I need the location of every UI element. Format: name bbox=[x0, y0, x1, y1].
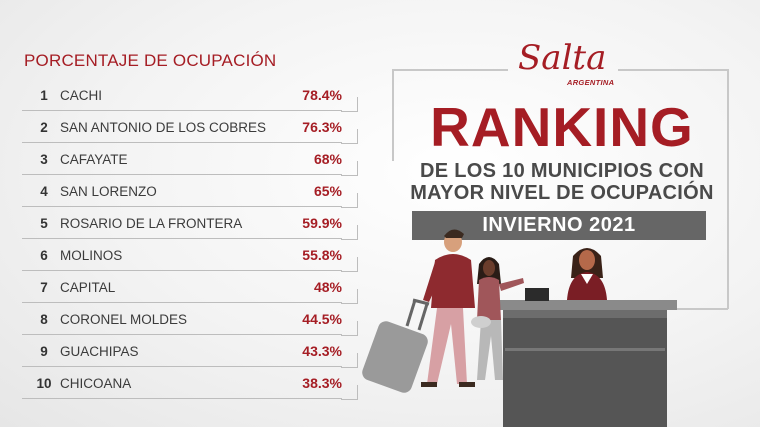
rank-number: 8 bbox=[40, 312, 48, 327]
table-row: 4 SAN LORENZO 65% bbox=[22, 180, 358, 208]
frame-top-left bbox=[392, 69, 508, 71]
rank-number: 7 bbox=[40, 280, 48, 295]
table-row: 9 GUACHIPAS 43.3% bbox=[22, 340, 358, 368]
municipality-name: CACHI bbox=[60, 88, 103, 103]
occupancy-value: 55.8% bbox=[302, 247, 342, 263]
woman-traveler bbox=[471, 257, 524, 380]
computer bbox=[525, 288, 549, 301]
occupancy-value: 78.4% bbox=[302, 87, 342, 103]
table-header: PORCENTAJE DE OCUPACIÓN bbox=[24, 51, 277, 70]
frame-left bbox=[392, 69, 394, 161]
occupancy-value: 76.3% bbox=[302, 119, 342, 135]
rank-number: 3 bbox=[40, 152, 48, 167]
occupancy-value: 44.5% bbox=[302, 311, 342, 327]
table-row: 5 ROSARIO DE LA FRONTERA 59.9% bbox=[22, 212, 358, 240]
municipality-name: CORONEL MOLDES bbox=[60, 312, 188, 327]
table-row: 8 CORONEL MOLDES 44.5% bbox=[22, 308, 358, 336]
rank-number: 1 bbox=[40, 88, 48, 103]
municipality-name: GUACHIPAS bbox=[60, 344, 139, 359]
rank-number: 10 bbox=[36, 376, 52, 391]
receptionist bbox=[567, 248, 607, 300]
man-traveler bbox=[421, 229, 475, 387]
table-row: 2 SAN ANTONIO DE LOS COBRES 76.3% bbox=[22, 116, 358, 144]
frame-top-right bbox=[618, 69, 728, 71]
counter-body bbox=[503, 310, 667, 427]
occupancy-value: 59.9% bbox=[302, 215, 342, 231]
occupancy-value: 43.3% bbox=[302, 343, 342, 359]
salta-logo: Salta ARGENTINA bbox=[512, 36, 615, 90]
rank-number: 2 bbox=[40, 120, 48, 135]
logo-subtitle: ARGENTINA bbox=[567, 78, 615, 87]
occupancy-value: 65% bbox=[313, 183, 342, 199]
frame-bottom-right bbox=[676, 308, 728, 310]
title-main: RANKING bbox=[430, 96, 694, 158]
table-row: 10 CHICOANA 38.3% bbox=[22, 372, 358, 400]
municipality-name: SAN LORENZO bbox=[60, 184, 157, 199]
occupancy-value: 38.3% bbox=[302, 375, 342, 391]
municipality-name: MOLINOS bbox=[60, 248, 123, 263]
occupancy-value: 48% bbox=[313, 279, 342, 295]
occupancy-value: 68% bbox=[313, 151, 342, 167]
rank-number: 6 bbox=[40, 248, 48, 263]
table-row: 3 CAFAYATE 68% bbox=[22, 148, 358, 176]
title-line-1: DE LOS 10 MUNICIPIOS CON bbox=[420, 160, 704, 182]
table-row: 1 CACHI 78.4% bbox=[22, 84, 358, 112]
title-line-2: MAYOR NIVEL DE OCUPACIÓN bbox=[410, 182, 714, 204]
logo-script: Salta bbox=[518, 38, 607, 78]
rank-number: 5 bbox=[40, 216, 48, 231]
counter-top bbox=[495, 300, 677, 310]
municipality-name: SAN ANTONIO DE LOS COBRES bbox=[60, 120, 267, 135]
municipality-name: CAFAYATE bbox=[60, 152, 128, 167]
municipality-name: ROSARIO DE LA FRONTERA bbox=[60, 216, 243, 231]
rank-number: 9 bbox=[40, 344, 48, 359]
table-row: 7 CAPITAL 48% bbox=[22, 276, 358, 304]
municipality-name: CHICOANA bbox=[60, 376, 132, 391]
table-row: 6 MOLINOS 55.8% bbox=[22, 244, 358, 272]
municipality-name: CAPITAL bbox=[60, 280, 116, 295]
suitcase bbox=[362, 298, 430, 393]
frame-right bbox=[727, 69, 729, 309]
rank-number: 4 bbox=[40, 184, 48, 199]
reception-illustration bbox=[362, 229, 677, 427]
